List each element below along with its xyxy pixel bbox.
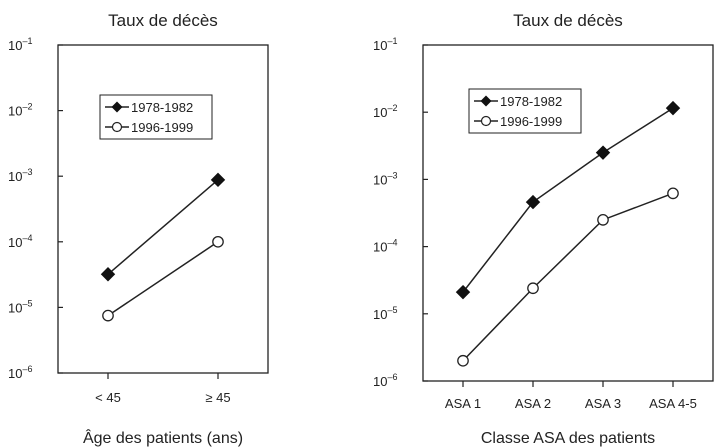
data-point-circle — [457, 354, 469, 367]
data-point-diamond — [525, 194, 541, 210]
data-point-circle — [597, 214, 609, 226]
series-line-1 — [107, 179, 219, 275]
data-point-circle — [102, 309, 114, 322]
x-tick-label: ASA 2 — [515, 396, 551, 411]
legend-label: 1978-1982 — [500, 94, 562, 109]
series-line-1 — [462, 107, 674, 293]
x-tick-label: < 45 — [95, 390, 121, 405]
legend-label: 1978-1982 — [131, 100, 193, 115]
chart-panel-2: Taux de décès 10–1 10–2 10–3 10–4 10–5 10–6 ASA… — [373, 11, 714, 447]
data-point-diamond — [595, 145, 611, 160]
y-tick-label: 10–6 — [8, 364, 32, 381]
x-tick-label: ASA 1 — [445, 396, 481, 411]
series-line-2 — [107, 241, 219, 317]
y-tick-label: 10–1 — [8, 36, 32, 53]
y-tick-label: 10–5 — [8, 298, 32, 315]
x-tick-label: ASA 3 — [585, 396, 621, 411]
series-line-2 — [462, 192, 674, 362]
x-tick-label: ASA 4-5 — [649, 396, 697, 411]
y-tick-label: 10–2 — [373, 103, 397, 120]
x-tick-label: ≥ 45 — [205, 390, 230, 405]
legend-marker-diamond — [480, 95, 492, 107]
legend-marker-diamond — [111, 101, 123, 113]
y-tick-label: 10–3 — [373, 170, 397, 187]
chart-title: Taux de décès — [108, 11, 218, 30]
data-point-diamond — [455, 284, 471, 300]
data-point-circle — [527, 282, 539, 295]
plot-frame — [422, 44, 714, 382]
legend: 1978-1982 1996-1999 — [99, 94, 213, 140]
legend-marker-circle — [111, 121, 123, 133]
plot-frame — [57, 44, 269, 374]
legend: 1978-1982 1996-1999 — [468, 88, 582, 134]
chart-title: Taux de décès — [513, 11, 623, 30]
chart-panel-1: Taux de décès 10–1 10–2 10–3 10–4 10–5 10–6 < 4… — [8, 11, 269, 447]
legend-label: 1996-1999 — [131, 120, 193, 135]
data-point-diamond — [665, 100, 681, 116]
data-point-diamond — [210, 172, 226, 188]
data-point-diamond — [100, 267, 116, 282]
y-tick-label: 10–3 — [8, 167, 32, 184]
y-tick-label: 10–5 — [373, 305, 397, 322]
legend-box — [99, 94, 213, 140]
y-tick-label: 10–6 — [373, 372, 397, 389]
x-axis-label: Classe ASA des patients — [481, 430, 655, 447]
legend-label: 1996-1999 — [500, 114, 562, 129]
y-tick-label: 10–1 — [373, 36, 397, 53]
y-tick-label: 10–4 — [8, 233, 32, 250]
data-point-circle — [212, 235, 224, 248]
y-tick-label: 10–4 — [373, 238, 397, 255]
y-tick-label: 10–2 — [8, 102, 32, 119]
x-axis-label: Âge des patients (ans) — [83, 428, 243, 447]
legend-marker-circle — [480, 115, 492, 127]
data-point-circle — [667, 187, 679, 200]
